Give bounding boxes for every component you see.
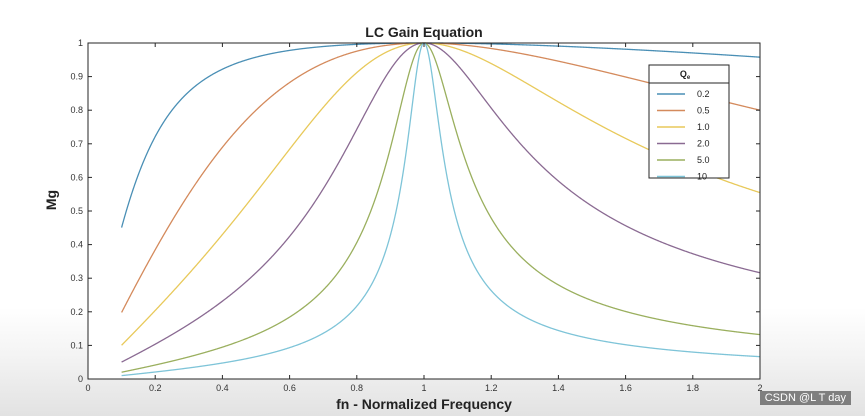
x-tick-label: 0.4	[216, 383, 229, 393]
y-tick-label: 0.9	[70, 72, 83, 82]
watermark: CSDN @L T day	[759, 391, 851, 405]
legend-label: 0.5	[697, 106, 710, 116]
ticks-group: 0 0.2 0.4 0.6 0.8 1 1.2 1.4 1.6 1.8 2 0 0.1 0.2 0.3 0.4…	[70, 38, 762, 393]
series-line-5.0	[121, 42, 761, 373]
legend-label: 10	[697, 172, 707, 182]
legend-label: 1.0	[697, 122, 710, 132]
y-tick-label: 0.3	[70, 273, 83, 283]
y-tick-label: 1	[78, 38, 83, 48]
series-line-2.0	[121, 42, 761, 363]
x-tick-label: 1.8	[687, 383, 700, 393]
legend-title-main: Q	[680, 69, 687, 79]
x-tick-label: 0	[85, 383, 90, 393]
x-tick-label: 0.8	[351, 383, 364, 393]
y-tick-label: 0.8	[70, 105, 83, 115]
y-tick-label: 0	[78, 374, 83, 384]
legend-label: 2.0	[697, 139, 710, 149]
y-axis-label: Mg	[43, 190, 59, 210]
y-tick-label: 0.2	[70, 307, 83, 317]
chart-title: LC Gain Equation	[365, 24, 482, 40]
legend: Qe 0.2 0.5 1.0 2.0 5.0 10	[648, 64, 730, 182]
y-tick-label: 0.5	[70, 206, 83, 216]
legend-label: 5.0	[697, 155, 710, 165]
y-tick-label: 0.1	[70, 340, 83, 350]
x-tick-label: 1.6	[619, 383, 632, 393]
x-tick-label: 0.6	[283, 383, 296, 393]
plot-area	[88, 43, 760, 379]
y-tick-label: 0.4	[70, 240, 83, 250]
x-tick-label: 1.2	[485, 383, 498, 393]
legend-items: 0.2 0.5 1.0 2.0 5.0 10	[657, 89, 710, 182]
y-tick-label: 0.7	[70, 139, 83, 149]
y-tick-label: 0.6	[70, 172, 83, 182]
series-line-10	[121, 42, 761, 377]
legend-title-sub: e	[687, 75, 691, 81]
legend-box	[648, 64, 730, 179]
legend-label: 0.2	[697, 89, 710, 99]
x-tick-label: 1.4	[552, 383, 565, 393]
x-axis-label: fn - Normalized Frequency	[336, 396, 512, 412]
x-tick-label: 0.2	[149, 383, 162, 393]
legend-title: Qe	[680, 69, 691, 81]
x-tick-label: 1	[421, 383, 426, 393]
x-tick-label: 2	[757, 383, 762, 393]
